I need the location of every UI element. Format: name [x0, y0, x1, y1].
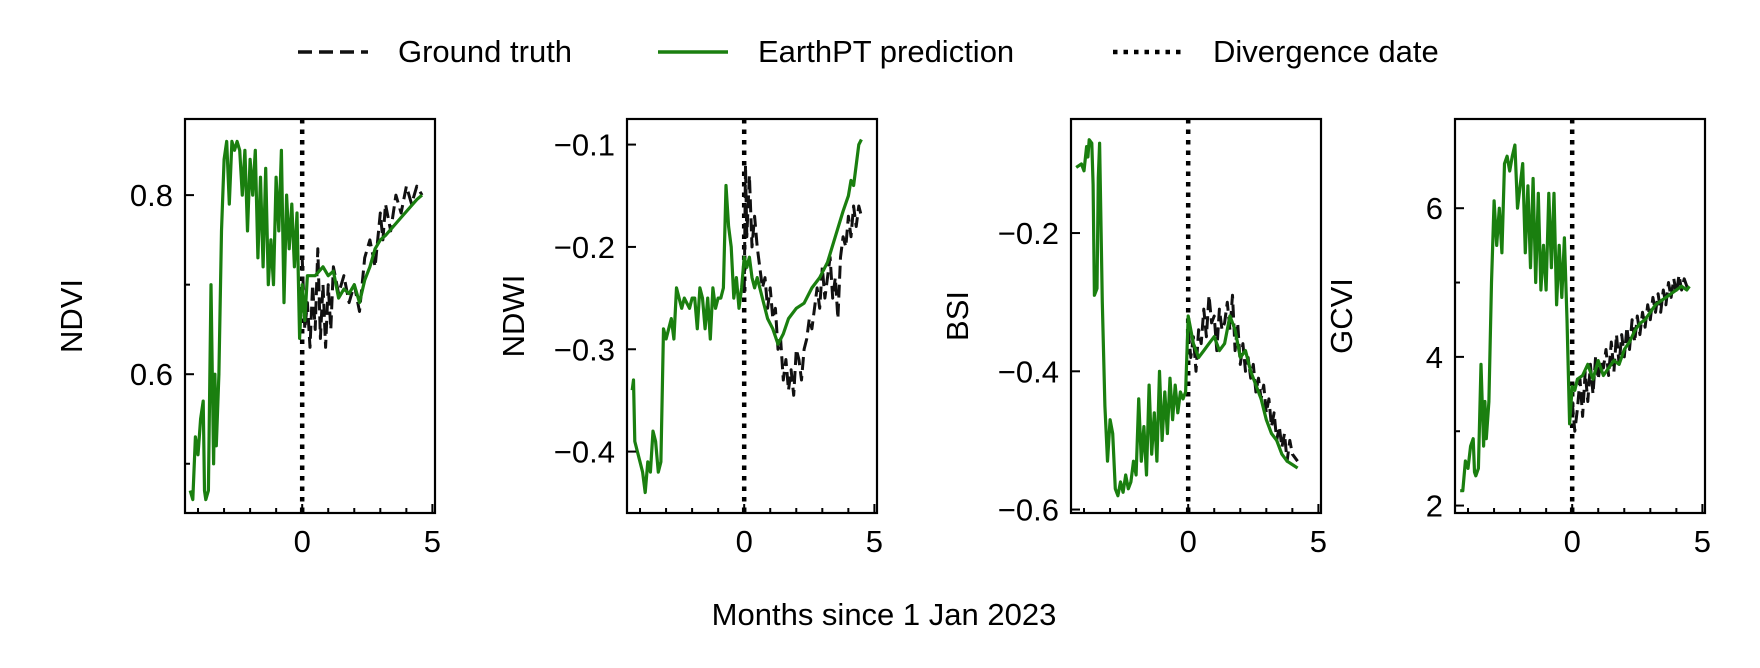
legend-divergence-label: Divergence date [1213, 34, 1439, 69]
y-tick-label: −0.3 [554, 332, 615, 367]
y-tick-label: −0.2 [554, 230, 615, 265]
prediction-line [1075, 138, 1299, 498]
ground-truth-line [300, 184, 424, 349]
ground-truth-line [1186, 293, 1299, 463]
prediction-line [1460, 143, 1691, 493]
y-axis-label-bsi: BSI [940, 291, 975, 341]
legend-ground-truth-label: Ground truth [398, 34, 572, 69]
y-axis-label-ndwi: NDWI [496, 275, 531, 358]
panels: 0 5 0.6 0.8 NDVI 0 5 −0.4 −0.3 −0.2 −0.1 NDWI 0 5 −0.6… [54, 117, 1711, 559]
y-tick-label: −0.4 [554, 435, 615, 470]
x-tick-label: 5 [866, 524, 883, 559]
x-tick-label: 0 [1564, 524, 1581, 559]
y-tick-label: 0.6 [130, 357, 173, 392]
plot-area-bsi [1075, 119, 1299, 513]
y-tick-label: 2 [1426, 489, 1443, 524]
x-tick-label: 5 [1310, 524, 1327, 559]
y-tick-label: −0.6 [998, 493, 1059, 528]
y-axis-label-ndvi: NDVI [54, 279, 89, 353]
x-tick-label: 5 [424, 524, 441, 559]
plot-area-ndwi [630, 119, 863, 513]
y-tick-label: −0.4 [998, 354, 1059, 389]
prediction-line [188, 139, 424, 502]
axes-frame [625, 117, 879, 515]
ground-truth-line [742, 163, 863, 397]
y-tick-label: −0.2 [998, 216, 1059, 251]
x-axis-label: Months since 1 Jan 2023 [712, 597, 1057, 632]
x-tick-label: 0 [1180, 524, 1197, 559]
legend: Ground truth EarthPT prediction Divergen… [298, 34, 1439, 69]
panel-bsi: 0 5 −0.6 −0.4 −0.2 BSI [940, 117, 1327, 559]
y-axis-label-gcvi: GCVI [1324, 278, 1359, 354]
ground-truth-line [1570, 273, 1691, 433]
y-tick-label: −0.1 [554, 128, 615, 163]
axes-frame [1453, 117, 1707, 515]
plot-area-gcvi [1460, 119, 1691, 513]
x-tick-label: 0 [294, 524, 311, 559]
panel-gcvi: 0 5 2 4 6 GCVI [1324, 117, 1711, 559]
y-tick-label: 4 [1426, 340, 1443, 375]
y-tick-label: 0.8 [130, 178, 173, 213]
x-tick-label: 5 [1694, 524, 1711, 559]
panel-ndvi: 0 5 0.6 0.8 NDVI [54, 117, 441, 559]
prediction-line [630, 138, 863, 495]
axes-frame [183, 117, 437, 515]
plot-area-ndvi [188, 119, 424, 513]
panel-ndwi: 0 5 −0.4 −0.3 −0.2 −0.1 NDWI [496, 117, 883, 559]
y-tick-label: 6 [1426, 191, 1443, 226]
x-tick-label: 0 [736, 524, 753, 559]
legend-prediction-label: EarthPT prediction [758, 34, 1014, 69]
axes-frame [1069, 117, 1323, 515]
